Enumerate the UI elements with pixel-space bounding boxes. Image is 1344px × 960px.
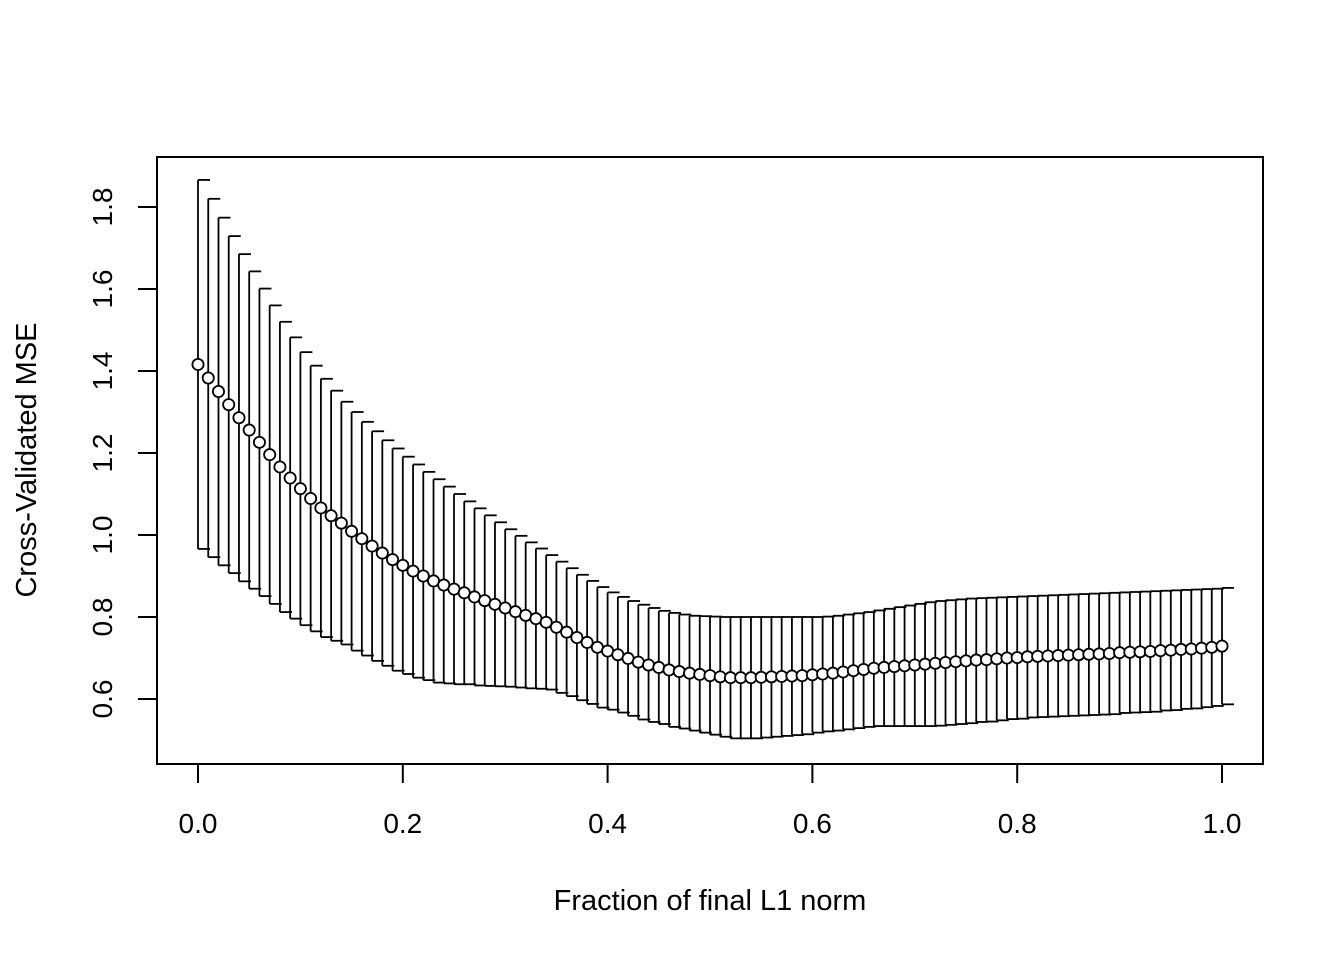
x-axis-title: Fraction of final L1 norm (554, 885, 867, 917)
data-point (191, 357, 205, 371)
data-point (375, 546, 389, 560)
data-point (406, 564, 420, 578)
data-point (211, 384, 225, 398)
data-point (386, 553, 400, 567)
x-tick-label: 0.8 (998, 808, 1037, 839)
data-point (242, 423, 256, 437)
data-point (560, 625, 574, 639)
y-axis-title: Cross-Validated MSE (11, 322, 43, 597)
x-tick-label: 1.0 (1203, 808, 1242, 839)
data-point (263, 448, 277, 462)
data-point (365, 539, 379, 553)
data-point (345, 524, 359, 538)
data-point (273, 460, 287, 474)
data-point (580, 635, 594, 649)
data-point (293, 482, 307, 496)
y-tick-label: 1.4 (87, 352, 118, 391)
data-point (222, 398, 236, 412)
y-tick-label: 1.6 (87, 270, 118, 309)
data-point (201, 371, 215, 385)
data-point (232, 411, 246, 425)
data-point (662, 663, 676, 677)
x-axis: 0.0 0.2 0.4 0.6 0.8 1.0 (179, 763, 1242, 839)
x-tick-label: 0.4 (588, 808, 627, 839)
data-point (355, 532, 369, 546)
data-point (549, 620, 563, 634)
y-tick-label: 0.8 (87, 598, 118, 637)
x-tick-label: 0.6 (793, 808, 832, 839)
data-point (324, 509, 338, 523)
data-point (314, 501, 328, 515)
data-point (539, 615, 553, 629)
x-tick-label: 0.0 (179, 808, 218, 839)
data-points (191, 357, 1229, 685)
x-tick-label: 0.2 (383, 808, 422, 839)
data-point (1215, 639, 1229, 653)
data-point (672, 665, 686, 679)
y-tick-label: 1.2 (87, 434, 118, 473)
y-tick-label: 1.0 (87, 516, 118, 555)
data-point (252, 435, 266, 449)
y-tick-label: 1.8 (87, 188, 118, 227)
data-point (416, 569, 430, 583)
data-point (304, 492, 318, 506)
y-tick-label: 0.6 (87, 680, 118, 719)
data-point (396, 558, 410, 572)
data-point (283, 471, 297, 485)
data-point (334, 516, 348, 530)
y-axis: 0.6 0.8 1.0 1.2 1.4 1.6 1.8 (87, 188, 158, 719)
data-point (570, 631, 584, 645)
